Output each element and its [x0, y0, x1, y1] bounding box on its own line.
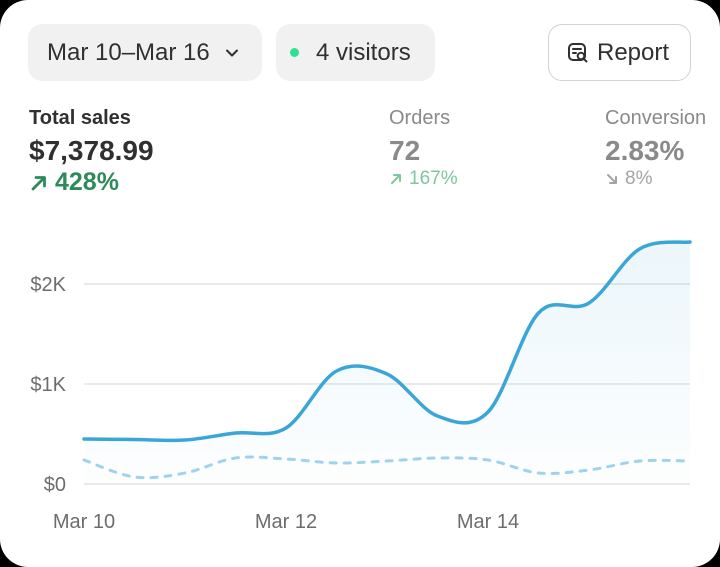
metric-change-value: 167%	[409, 168, 458, 189]
report-search-icon	[567, 42, 589, 64]
metric-value: $7,378.99	[29, 135, 154, 166]
metric-change: 428%	[29, 168, 154, 197]
date-range-selector[interactable]: Mar 10–Mar 16	[28, 24, 262, 81]
date-range-label: Mar 10–Mar 16	[47, 38, 210, 66]
comparison-series-line	[82, 455, 692, 480]
arrow-down-right-icon	[607, 174, 617, 184]
metric-orders[interactable]: Orders 72 167%	[389, 104, 458, 190]
metric-total-sales[interactable]: Total sales $7,378.99 428%	[29, 104, 154, 197]
metric-value: 2.83%	[605, 135, 685, 166]
metric-label: Total sales	[29, 107, 131, 129]
metric-change-value: 428%	[55, 168, 119, 196]
y-tick-label: $2K	[30, 274, 66, 296]
metric-label: Conversion	[605, 107, 707, 129]
report-button[interactable]: Report	[548, 24, 691, 81]
x-tick-label: Mar 10	[53, 511, 115, 533]
metric-change-value: 8%	[625, 168, 653, 189]
visitors-label: 4 visitors	[316, 38, 411, 66]
x-tick-label: Mar 12	[255, 511, 317, 533]
live-status-dot-icon	[290, 48, 299, 57]
x-tick-label: Mar 14	[457, 511, 519, 533]
live-visitors-button[interactable]: 4 visitors	[276, 24, 435, 81]
chevron-down-icon	[224, 45, 240, 61]
metric-conversion[interactable]: Conversion 2.83% 8%	[605, 104, 706, 190]
arrow-up-right-icon	[31, 175, 46, 190]
metric-label: Orders	[389, 107, 451, 129]
arrow-up-right-icon	[391, 174, 401, 184]
y-tick-label: $1K	[30, 374, 66, 396]
metric-value: 72	[389, 135, 421, 166]
report-label: Report	[597, 38, 670, 66]
y-tick-label: $0	[44, 474, 66, 496]
metric-change: 8%	[605, 168, 706, 190]
metric-change: 167%	[389, 168, 458, 190]
series-area-fill	[84, 242, 690, 484]
sales-series-line	[82, 240, 692, 443]
